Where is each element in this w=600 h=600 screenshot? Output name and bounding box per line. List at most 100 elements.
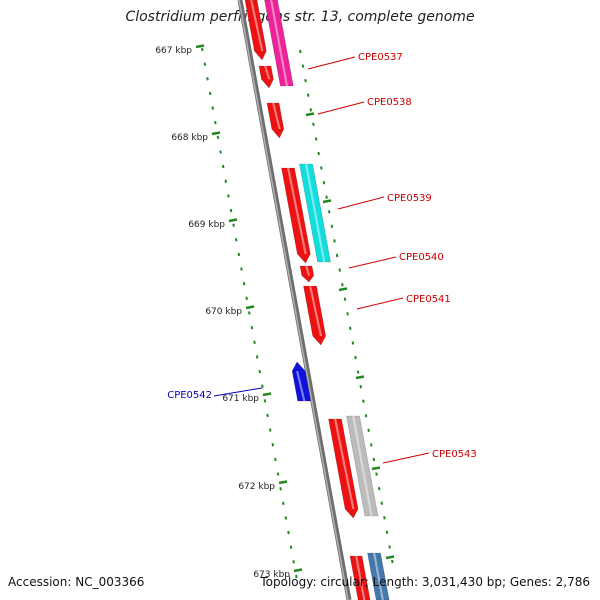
left-guide-dot — [227, 194, 230, 198]
left-guide-dot — [281, 501, 285, 506]
cds-feature-cpe0537-shine — [250, 0, 264, 51]
genome-summary: Topology: circular; Length: 3,031,430 bp… — [260, 575, 590, 589]
kbp-tick — [228, 218, 238, 223]
gene-label-cpe0538: CPE0538 — [367, 97, 412, 108]
left-guide-dot — [221, 164, 225, 169]
right-guide-dot — [335, 253, 339, 258]
right-guide-dot — [327, 210, 331, 214]
kbp-tick-label: 670 kbp — [205, 307, 242, 317]
right-guide-dot — [367, 428, 370, 433]
left-guide-dot — [284, 516, 288, 520]
tick-marks: 667 kbp 668 kbp 669 kbp 670 kbp 671 kbp 672 k… — [155, 44, 395, 580]
left-guide-dot — [263, 399, 267, 403]
cds-feature-cpe0541 — [303, 285, 327, 346]
left-guide-dot — [229, 208, 233, 213]
left-guide-dot — [268, 428, 272, 432]
kbp-tick — [245, 305, 255, 310]
right-tick — [322, 199, 332, 204]
right-guide-dot — [333, 239, 336, 243]
kbp-tick-label: 671 kbp — [222, 394, 259, 404]
cds-feature-cpe0541-shine — [309, 286, 323, 336]
right-guide-dot — [320, 166, 323, 170]
cog-feature-steelblue-shine — [373, 553, 384, 600]
cds-feature-cpe0537b-shine — [264, 66, 271, 80]
left-guide-dot — [214, 120, 217, 125]
right-guide-dot — [306, 93, 310, 97]
gene-leader-line — [356, 297, 404, 310]
kbp-tick-label: 673 kbp — [253, 570, 290, 580]
left-guide-dot — [206, 77, 209, 81]
right-guide-dot — [362, 399, 365, 403]
left-guide-dot — [232, 223, 235, 227]
left-guide-dot — [255, 355, 259, 359]
left-guide-dot — [258, 369, 262, 374]
right-guide-dot — [377, 486, 381, 491]
cds-feature-next — [349, 555, 371, 600]
right-tick — [371, 466, 381, 471]
left-guide-dot — [201, 47, 204, 52]
cds-feature-cpe0543-shine — [334, 419, 355, 509]
cog-feature-gray — [346, 415, 379, 517]
cog-feature-cyan — [299, 163, 331, 263]
cds-feature-cpe0537 — [244, 0, 267, 61]
cog-feature-gray-shine — [352, 416, 373, 516]
right-guide-dot — [338, 268, 342, 272]
gene-label-cpe0543: CPE0543 — [432, 449, 477, 460]
right-tick — [355, 375, 365, 380]
accession-text: Accession: NC_003366 — [8, 575, 145, 589]
left-guide-dot — [261, 384, 264, 388]
right-guide-dot — [343, 297, 347, 301]
right-guide-dot — [330, 224, 334, 229]
cog-feature-magenta — [264, 0, 294, 87]
right-guide-dot — [304, 78, 307, 83]
left-guide-dot — [248, 311, 251, 315]
left-guide-dot — [279, 486, 282, 491]
gene-leader-line — [213, 387, 263, 397]
cog-feature-cyan-shine — [305, 164, 326, 262]
right-guide-dot — [314, 137, 318, 141]
cds-feature-cpe0537b-body — [258, 65, 274, 89]
gene-leader-line — [348, 256, 397, 269]
right-guide-dot — [354, 355, 357, 360]
kbp-tick-label: 667 kbp — [155, 46, 192, 56]
gene-leader-line — [337, 196, 385, 210]
cog-feature-steelblue-body — [367, 552, 390, 600]
left-guide-dot — [234, 238, 238, 242]
right-guide-dot — [341, 282, 344, 287]
cds-feature-next-shine — [355, 556, 366, 600]
cds-feature-cpe0541-body — [303, 285, 327, 346]
kbp-tick — [195, 44, 205, 49]
cds-feature-cpe0542-shine — [296, 371, 306, 401]
gene-label-cpe0540: CPE0540 — [399, 252, 444, 263]
kbp-tick-label: 668 kbp — [171, 133, 208, 143]
right-guide-dot — [375, 472, 378, 476]
left-guide-dot — [219, 150, 222, 154]
gene-label-cpe0541: CPE0541 — [406, 294, 451, 305]
left-guide-dot — [253, 340, 256, 344]
left-guide-dot — [289, 545, 293, 549]
right-guide-dot — [346, 312, 349, 316]
cds-feature-cpe0543-body — [328, 418, 359, 519]
backbone-highlight — [238, 0, 349, 600]
left-guide-dot — [250, 325, 254, 330]
right-guide-dot — [380, 501, 384, 505]
left-guide-dot — [237, 252, 241, 257]
left-guide-dot — [295, 574, 298, 579]
right-guide-dot — [364, 414, 368, 418]
cog-feature-steelblue — [367, 552, 390, 600]
left-guide-dot — [224, 179, 228, 183]
cds-feature-next-body — [349, 555, 371, 600]
genome-backbone — [237, 0, 352, 600]
feature-tracks — [244, 0, 390, 600]
right-guide-dot — [322, 180, 326, 185]
right-guide-dot — [309, 108, 313, 112]
cog-feature-cyan-body — [299, 163, 331, 263]
right-guide-dot — [383, 516, 386, 520]
left-guide-dot — [292, 560, 295, 564]
right-guide-dot — [351, 341, 355, 345]
cds-feature-cpe0540 — [299, 265, 315, 283]
gene-leader-line — [317, 101, 365, 115]
gene-label-cpe0537: CPE0537 — [358, 52, 403, 63]
left-guide-dot — [266, 413, 269, 418]
right-guide-dot — [301, 64, 305, 68]
